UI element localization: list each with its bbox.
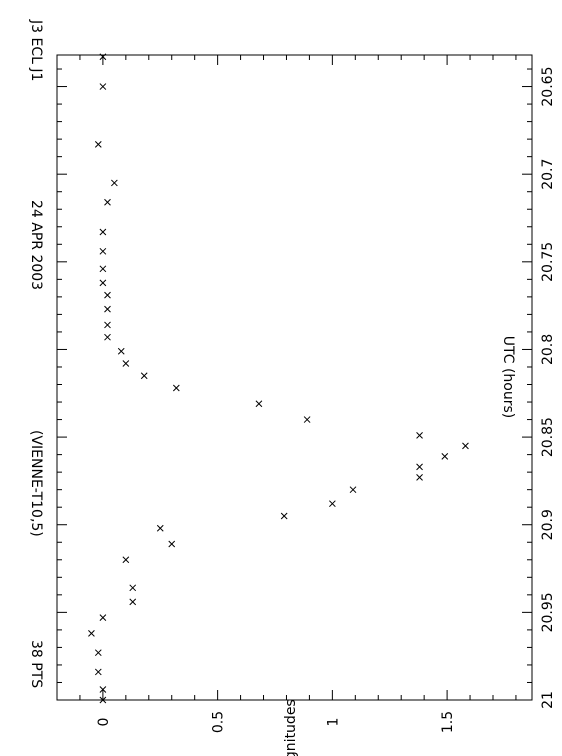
y-tick-label: 0.5	[211, 711, 227, 733]
data-point	[94, 649, 102, 657]
x-tick-label: 20.95	[540, 592, 556, 632]
x-tick-label: 20.65	[540, 67, 556, 107]
data-point	[99, 265, 107, 273]
data-point	[349, 486, 357, 494]
x-axis-title: UTC (hours)	[500, 336, 516, 419]
header-date: 24 APR 2003	[28, 200, 44, 290]
data-point	[104, 321, 111, 329]
data-points	[88, 53, 469, 704]
data-point	[122, 556, 130, 564]
data-point	[129, 584, 137, 592]
y-axis: 0 0.5 1 1.5	[56, 55, 517, 733]
x-tick-label: 20.8	[540, 334, 556, 365]
y-tick-label: 1	[325, 718, 341, 727]
data-point	[117, 347, 125, 355]
data-point	[255, 400, 263, 408]
y-tick-label: 1.5	[440, 711, 456, 733]
data-point	[416, 463, 423, 471]
x-tick-label: 20.85	[540, 417, 556, 457]
x-axis: 20.65 20.7 20.75 20.8 20.85 20.9 20.95 21	[57, 67, 556, 709]
data-point	[99, 614, 107, 621]
data-point	[280, 512, 288, 520]
data-point	[156, 524, 164, 532]
header-site: (VIENNE-T10,5)	[28, 430, 44, 537]
data-point	[104, 305, 111, 313]
plot-frame	[56, 54, 533, 701]
x-tick-label: 20.7	[540, 159, 556, 190]
data-point	[303, 416, 311, 423]
data-point	[99, 279, 107, 287]
data-point	[99, 696, 107, 704]
data-point	[140, 372, 148, 380]
data-point	[88, 630, 95, 637]
data-point	[104, 198, 111, 206]
x-tick-label: 20.75	[540, 242, 556, 282]
data-point	[94, 668, 102, 676]
data-point	[111, 179, 118, 187]
data-point	[122, 360, 130, 367]
data-point	[416, 474, 423, 481]
data-point	[99, 686, 107, 693]
data-point	[99, 247, 107, 255]
header-object: J3 ECL J1	[28, 19, 44, 81]
header-points: 38 PTS	[28, 640, 44, 688]
data-point	[129, 598, 137, 606]
data-point	[99, 228, 107, 236]
x-tick-label: 21	[540, 691, 556, 709]
y-tick-label: 0	[96, 718, 112, 727]
data-point	[104, 333, 111, 341]
data-point	[168, 540, 176, 548]
data-point	[94, 141, 102, 148]
data-point	[441, 453, 449, 460]
data-point	[462, 442, 469, 450]
data-point	[416, 431, 423, 439]
data-point	[104, 291, 111, 299]
y-axis-title: Magnitudes	[283, 699, 299, 756]
data-point	[172, 384, 180, 392]
data-point	[99, 53, 107, 61]
chart-header: J3 ECL J1 24 APR 2003 (VIENNE-T10,5) 38 …	[28, 19, 44, 688]
data-point	[329, 500, 336, 508]
x-tick-label: 20.9	[540, 509, 556, 540]
data-point	[99, 83, 107, 90]
